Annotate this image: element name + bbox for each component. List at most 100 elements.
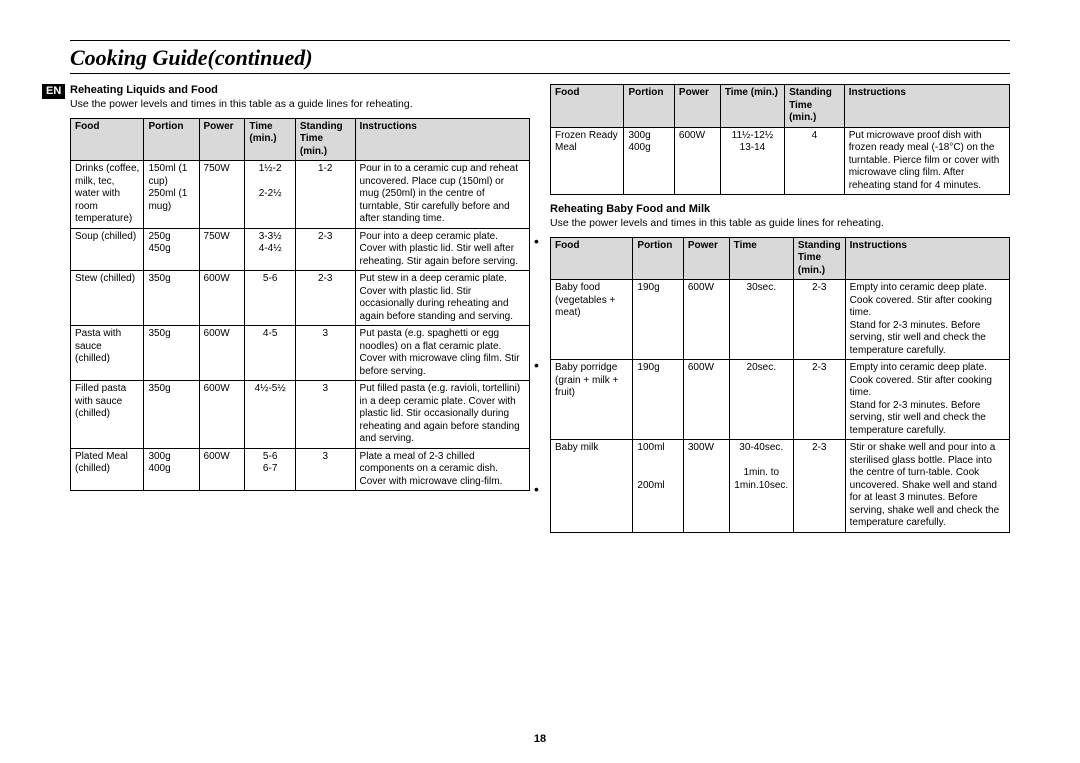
table-cell: 1-2 [295, 161, 355, 229]
table-cell: 750W [199, 228, 245, 271]
table-cell: Put microwave proof dish with frozen rea… [844, 127, 1009, 195]
section-sub: Use the power levels and times in this t… [550, 217, 1010, 231]
table-cell: Put pasta (e.g. spaghetti or egg noodles… [355, 326, 529, 381]
language-tag: EN [42, 84, 65, 99]
th-food: Food [551, 237, 633, 280]
table-head: Food Portion Power Time (min.) Standing … [71, 118, 530, 161]
table-row: Baby food (vegetables + meat)190g600W30s… [551, 280, 1010, 360]
table-cell: 11½-12½13-14 [720, 127, 784, 195]
table-cell: Empty into ceramic deep plate.Cook cover… [845, 280, 1009, 360]
table-cell: 350g [144, 271, 199, 326]
th-instructions: Instructions [844, 85, 1009, 128]
th-time: Time [729, 237, 793, 280]
table-cell: 600W [199, 271, 245, 326]
table-cell: Pour in to a ceramic cup and reheat unco… [355, 161, 529, 229]
table-cell: 600W [683, 280, 729, 360]
th-time: Time (min.) [720, 85, 784, 128]
table-cell: 2-3 [793, 360, 845, 440]
table-cell: 5-6 [245, 271, 295, 326]
table-cell: Pasta with sauce (chilled) [71, 326, 144, 381]
table-row: Baby milk100ml200ml300W30-40sec.1min. to… [551, 440, 1010, 533]
table-cell: Baby food (vegetables + meat) [551, 280, 633, 360]
table-row: Stew (chilled)350g600W5-62-3Put stew in … [71, 271, 530, 326]
table-cell: 5-66-7 [245, 448, 295, 491]
table-cell: 600W [199, 381, 245, 449]
rule-top [70, 40, 1010, 41]
th-power: Power [683, 237, 729, 280]
table-cell: 2-3 [295, 271, 355, 326]
table-row: Drinks (coffee, milk, tec, water with ro… [71, 161, 530, 229]
table-row: Baby porridge (grain + milk + fruit)190g… [551, 360, 1010, 440]
table-cell: 190g [633, 280, 683, 360]
table-row: Pasta with sauce (chilled)350g600W4-53Pu… [71, 326, 530, 381]
table-cell: 600W [683, 360, 729, 440]
table-cell: 600W [199, 448, 245, 491]
th-standing: Standing Time (min.) [793, 237, 845, 280]
th-standing: Standing Time (min.) [295, 118, 355, 161]
th-standing: Standing Time (min.) [785, 85, 845, 128]
table-cell: 20sec. [729, 360, 793, 440]
table-row: Soup (chilled)250g450g750W3-3½4-4½2-3Pou… [71, 228, 530, 271]
table-cell: Frozen Ready Meal [551, 127, 624, 195]
table-cell: 3 [295, 448, 355, 491]
table-cell: Put stew in a deep ceramic plate.Cover w… [355, 271, 529, 326]
table-cell: 3 [295, 381, 355, 449]
table-cell: 1½-22-2½ [245, 161, 295, 229]
table-cell: Stir or shake well and pour into a steri… [845, 440, 1009, 533]
th-time: Time (min.) [245, 118, 295, 161]
th-food: Food [551, 85, 624, 128]
document-page: Cooking Guide(continued) EN Reheating Li… [0, 0, 1080, 763]
table-cell: 300g400g [624, 127, 674, 195]
table-cell: 300W [683, 440, 729, 533]
reheating-table: Food Portion Power Time (min.) Standing … [70, 118, 530, 492]
page-title: Cooking Guide(continued) [70, 45, 1010, 71]
table-cell: Baby porridge (grain + milk + fruit) [551, 360, 633, 440]
table-head: Food Portion Power Time Standing Time (m… [551, 237, 1010, 280]
table-cell: 100ml200ml [633, 440, 683, 533]
th-power: Power [674, 85, 720, 128]
table-cell: Baby milk [551, 440, 633, 533]
table-cell: Filled pasta with sauce (chilled) [71, 381, 144, 449]
th-food: Food [71, 118, 144, 161]
left-column: Reheating Liquids and Food Use the power… [70, 84, 530, 533]
table-cell: 2-3 [793, 440, 845, 533]
table-row: Frozen Ready Meal300g400g600W11½-12½13-1… [551, 127, 1010, 195]
table-cell: 3-3½4-4½ [245, 228, 295, 271]
center-bullets: ••• [534, 234, 539, 496]
table-cell: 30sec. [729, 280, 793, 360]
table-cell: 350g [144, 326, 199, 381]
table-cell: 2-3 [793, 280, 845, 360]
right-column: Food Portion Power Time (min.) Standing … [550, 84, 1010, 533]
table-cell: 250g450g [144, 228, 199, 271]
table-cell: Empty into ceramic deep plate.Cook cover… [845, 360, 1009, 440]
table-cell: Stew (chilled) [71, 271, 144, 326]
frozen-table: Food Portion Power Time (min.) Standing … [550, 84, 1010, 195]
table-cell: Drinks (coffee, milk, tec, water with ro… [71, 161, 144, 229]
table-cell: 4½-5½ [245, 381, 295, 449]
section-heading: Reheating Baby Food and Milk [550, 203, 1010, 215]
section-sub: Use the power levels and times in this t… [70, 98, 530, 112]
th-instructions: Instructions [355, 118, 529, 161]
table-cell: 350g [144, 381, 199, 449]
table-cell: 4-5 [245, 326, 295, 381]
th-power: Power [199, 118, 245, 161]
table-cell: 600W [199, 326, 245, 381]
rule-under [70, 73, 1010, 74]
section-heading: Reheating Liquids and Food [70, 84, 530, 96]
table-cell: Soup (chilled) [71, 228, 144, 271]
page-number: 18 [0, 733, 1080, 745]
table-cell: 3 [295, 326, 355, 381]
th-portion: Portion [624, 85, 674, 128]
table-cell: Pour into a deep ceramic plate.Cover wit… [355, 228, 529, 271]
table-cell: 30-40sec.1min. to 1min.10sec. [729, 440, 793, 533]
table-cell: 190g [633, 360, 683, 440]
table-cell: 750W [199, 161, 245, 229]
th-portion: Portion [144, 118, 199, 161]
table-head: Food Portion Power Time (min.) Standing … [551, 85, 1010, 128]
baby-table: Food Portion Power Time Standing Time (m… [550, 237, 1010, 533]
table-row: Filled pasta with sauce (chilled)350g600… [71, 381, 530, 449]
table-row: Plated Meal (chilled)300g400g600W5-66-73… [71, 448, 530, 491]
table-cell: Plated Meal (chilled) [71, 448, 144, 491]
table-cell: 600W [674, 127, 720, 195]
table-cell: 2-3 [295, 228, 355, 271]
